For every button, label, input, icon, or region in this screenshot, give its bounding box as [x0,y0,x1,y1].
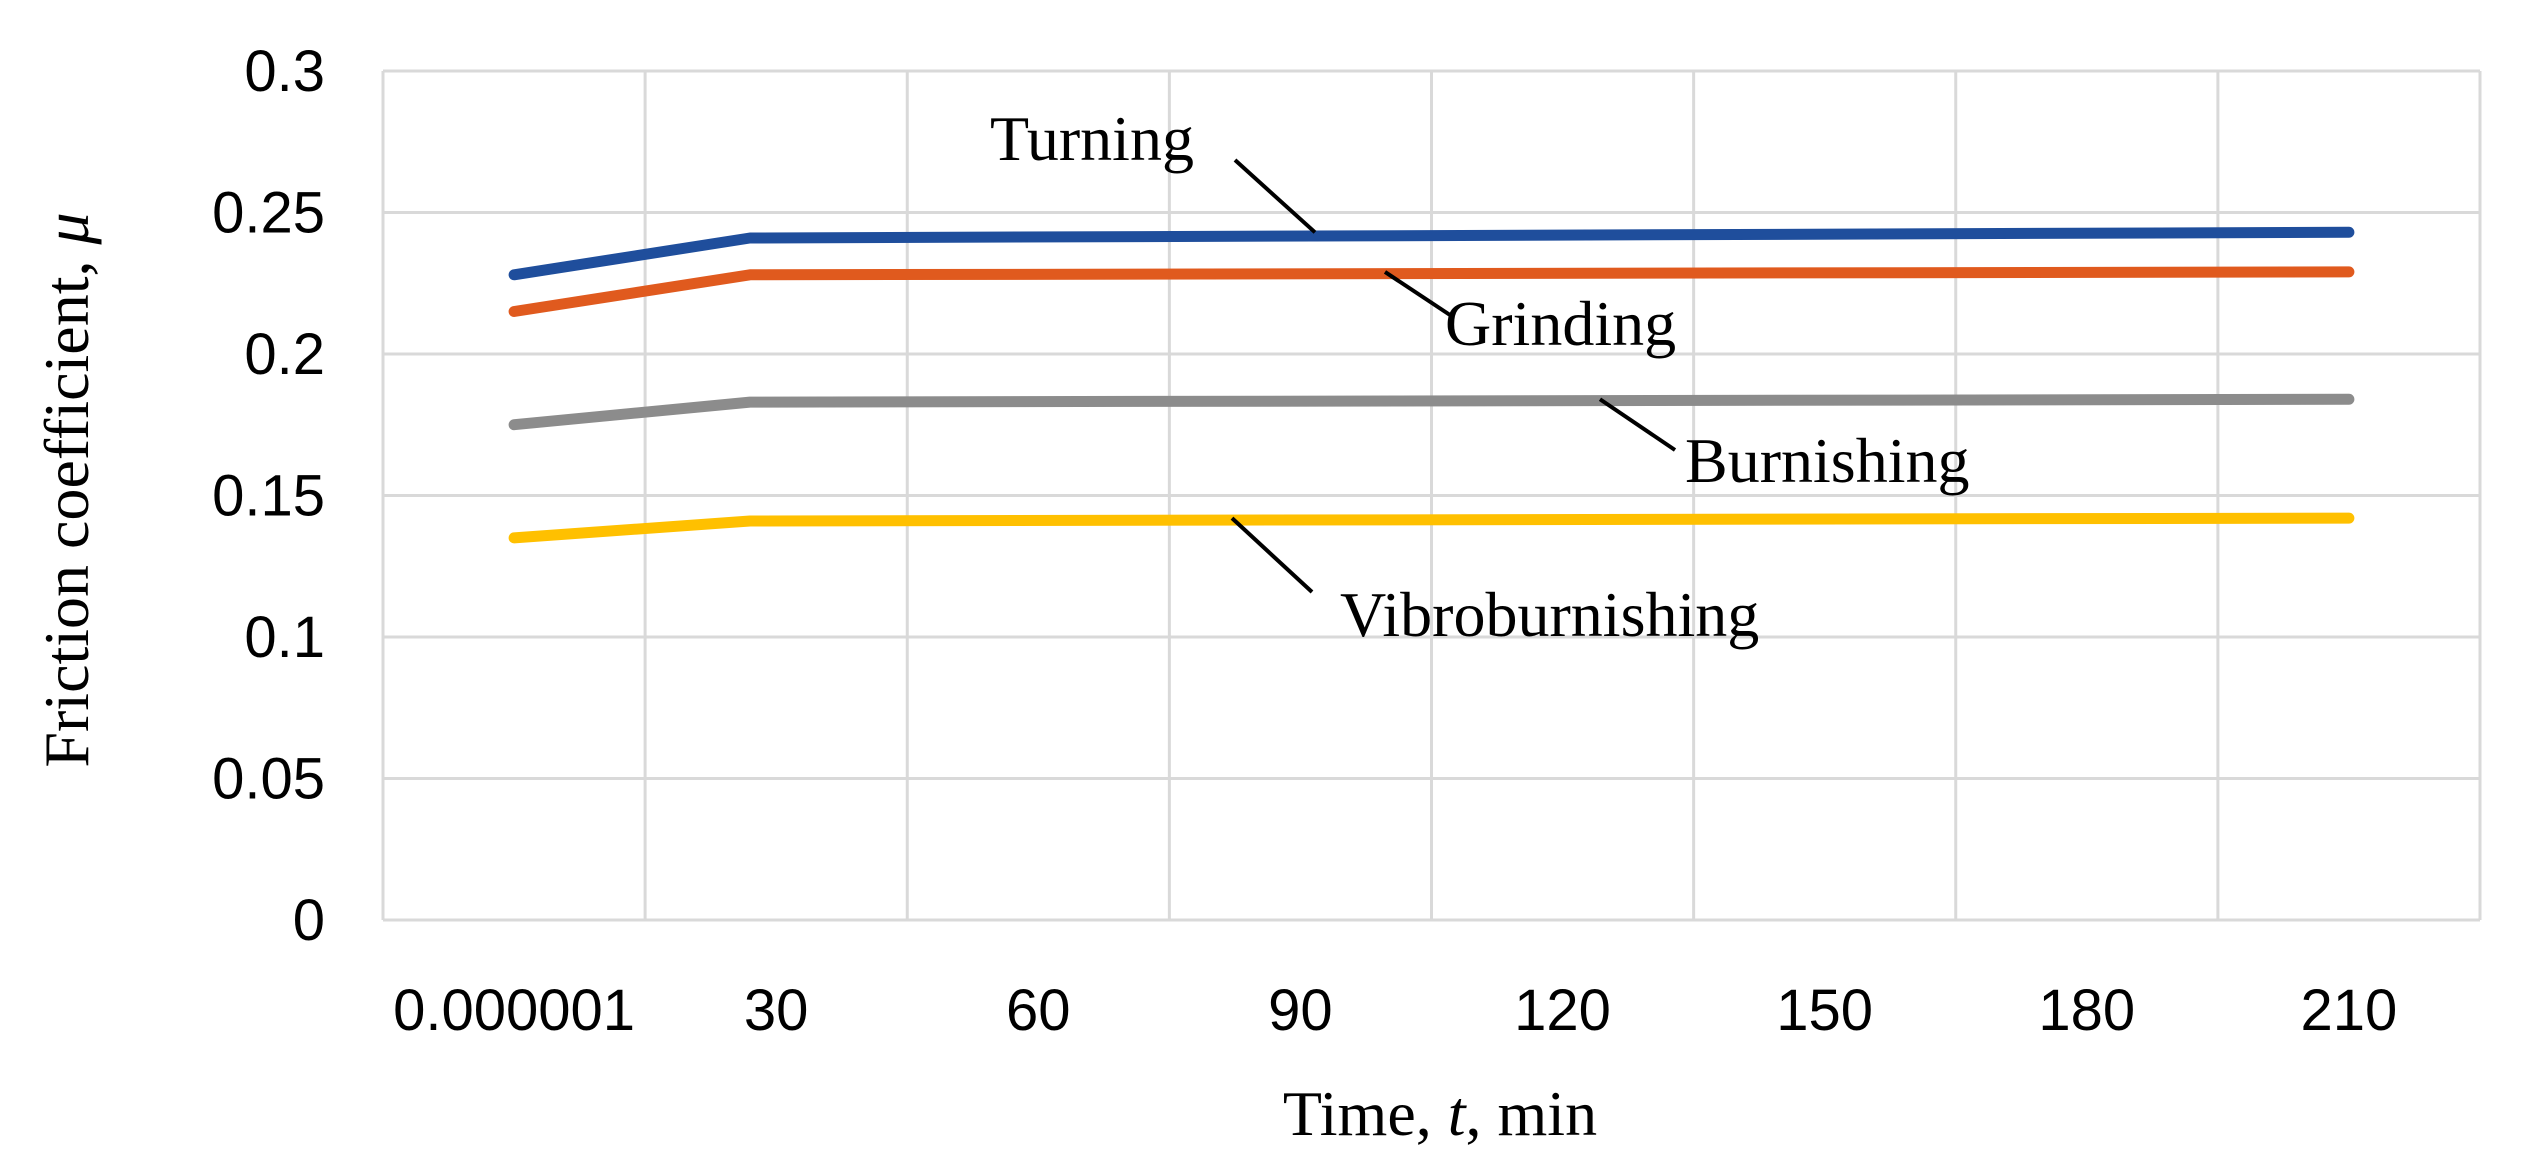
x-tick-label: 90 [1268,978,1333,1043]
series-line-grinding [508,266,2355,317]
y-tick-label: 0.3 [244,39,325,104]
x-tick-label: 0.000001 [393,978,635,1043]
leader-line-turning [1233,158,1317,234]
x-tick-label: 180 [2038,978,2135,1043]
y-tick-label: 0.2 [244,322,325,387]
grid-layer [381,69,2482,922]
series-line-burnishing [508,393,2355,431]
x-tick-label: 120 [1514,978,1611,1043]
leader-line-vibroburnishing [1230,516,1314,594]
leader-line-grinding [1383,270,1452,317]
series-label-grinding: Grinding [1445,288,1676,359]
y-tick-label: 0 [293,888,325,953]
series-line-turning [508,226,2355,281]
y-tick-label: 0.05 [212,747,325,812]
y-tick-label: 0.15 [212,464,325,529]
leader-line-burnishing [1598,397,1677,452]
y-axis-ticks: 0 0.05 0.1 0.15 0.2 0.25 0.3 [212,39,325,953]
x-tick-label: 150 [1776,978,1873,1043]
x-axis-label: Time, t, min [1283,1078,1597,1149]
y-axis-label: Friction coefficient, μ [31,212,102,767]
series-label-vibroburnishing: Vibroburnishing [1340,579,1759,650]
series-line-vibroburnishing [508,512,2355,544]
x-axis-ticks: 0.000001 30 60 90 120 150 180 210 [393,978,2397,1043]
x-tick-label: 60 [1006,978,1071,1043]
series-layer [508,226,2355,544]
x-tick-label: 30 [744,978,809,1043]
x-tick-label: 210 [2301,978,2398,1043]
series-label-burnishing: Burnishing [1685,425,1969,496]
y-tick-label: 0.1 [244,605,325,670]
y-tick-label: 0.25 [212,181,325,246]
series-label-turning: Turning [990,103,1194,174]
